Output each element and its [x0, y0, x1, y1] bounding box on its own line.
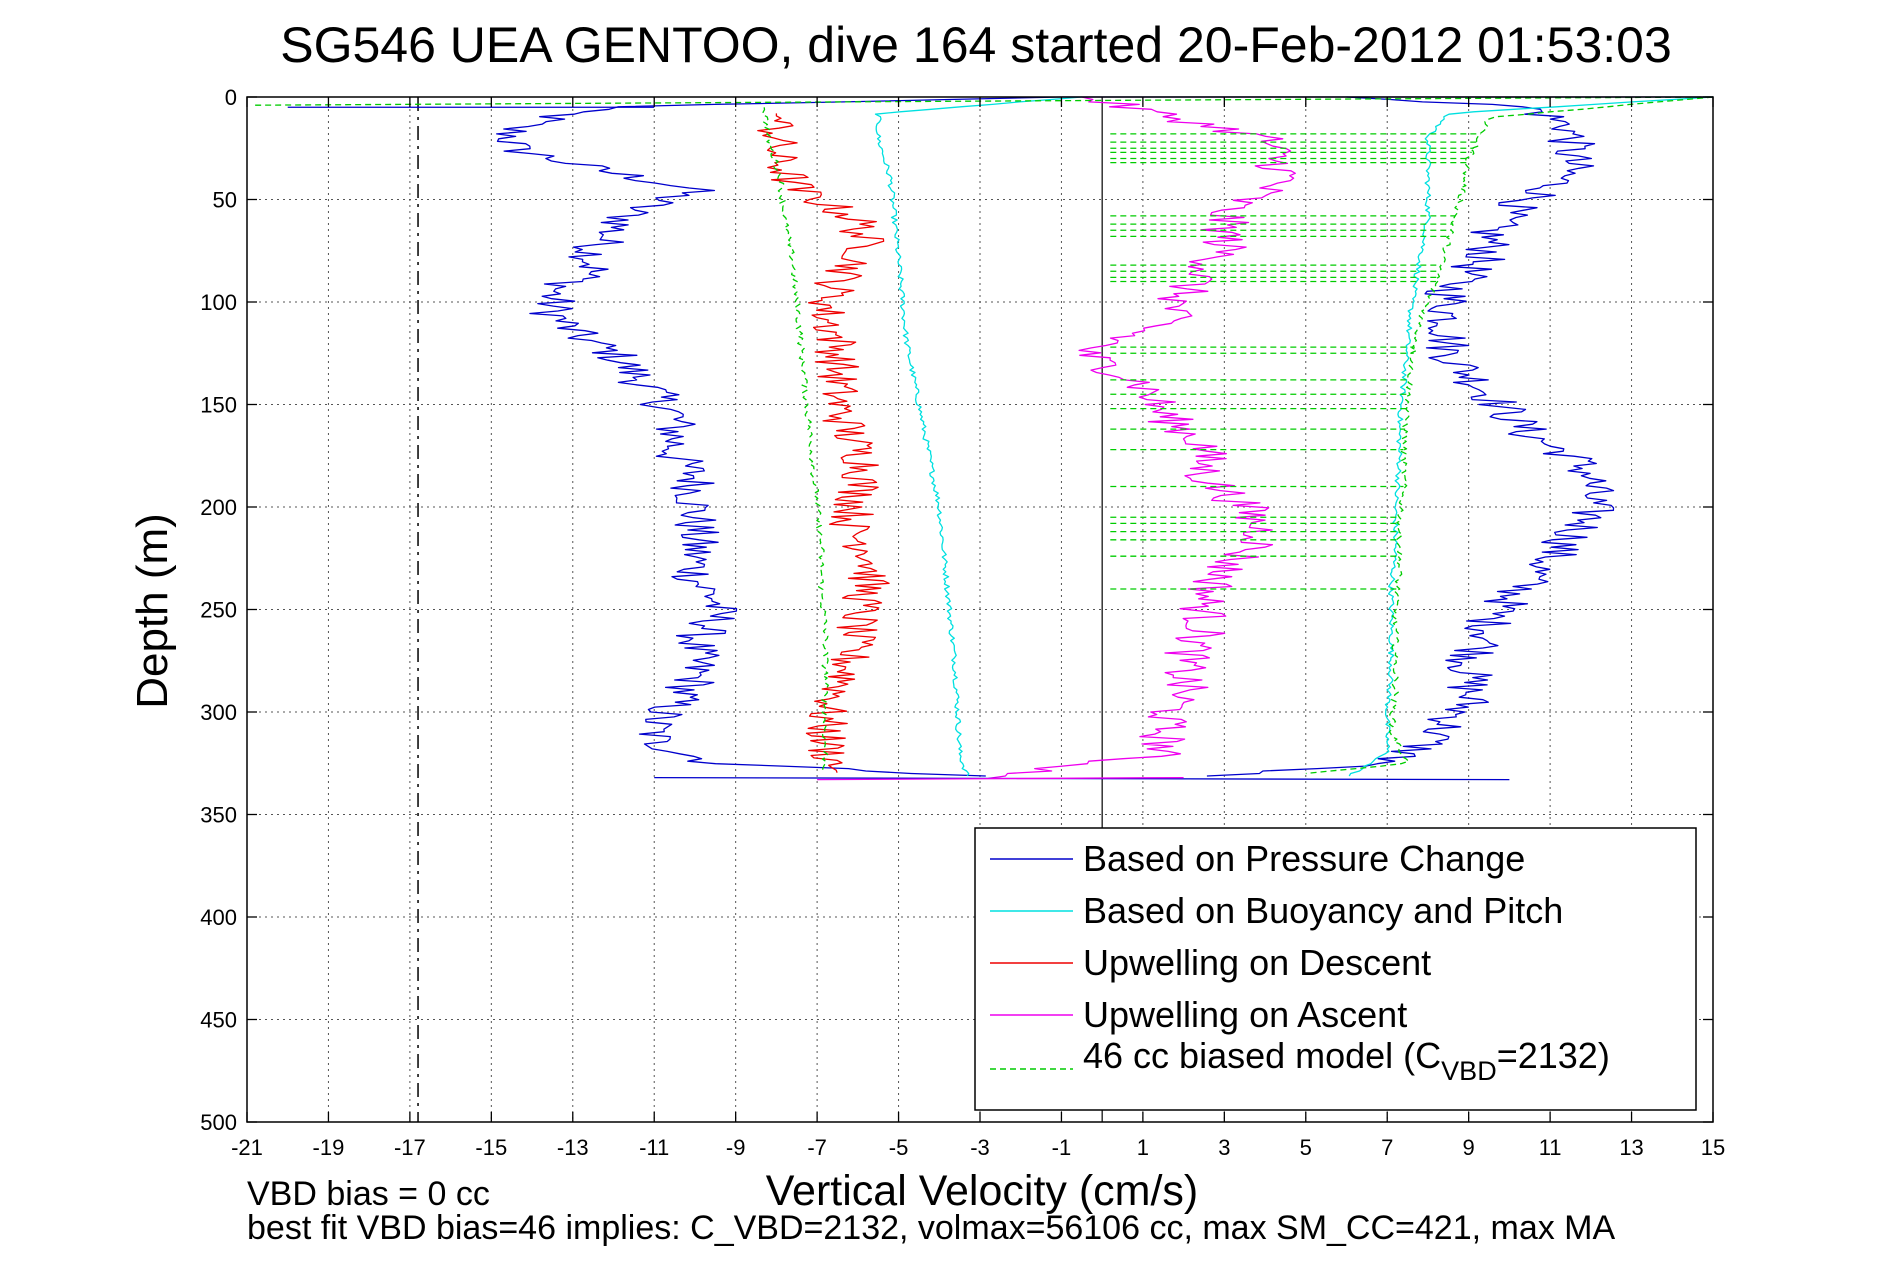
- y-tick-label: 450: [200, 1008, 237, 1033]
- series-1-descent-line: [874, 96, 1082, 777]
- x-tick-label: 3: [1218, 1135, 1230, 1160]
- y-axis-label: Depth (m): [128, 513, 177, 709]
- x-tick-label: -21: [231, 1135, 263, 1160]
- x-tick-label: -15: [475, 1135, 507, 1160]
- series-4-ascent-line: [1305, 96, 1714, 775]
- legend-entry-2: Upwelling on Descent: [1083, 942, 1431, 983]
- legend: Based on Pressure Change Based on Buoyanc…: [974, 827, 1697, 1111]
- y-tick-label: 0: [225, 85, 237, 110]
- series-3-ascent-line: [988, 96, 1296, 780]
- x-tick-label: -17: [394, 1135, 426, 1160]
- y-tick-label: 400: [200, 905, 237, 930]
- series-1-ascent-line: [1348, 96, 1714, 777]
- x-tick-label: 7: [1381, 1135, 1393, 1160]
- series-4-descent-line: [762, 107, 829, 772]
- x-tick-label: -19: [313, 1135, 345, 1160]
- y-tick-label: 200: [200, 495, 237, 520]
- series-0-descent-line: [496, 96, 1062, 777]
- series-2-descent-line: [757, 113, 890, 773]
- x-tick-label: -7: [807, 1135, 827, 1160]
- y-tick-label: 100: [200, 290, 237, 315]
- legend-entry-1: Based on Buoyancy and Pitch: [1083, 890, 1563, 931]
- y-tick-label: 150: [200, 393, 237, 418]
- x-tick-label: -11: [639, 1135, 669, 1160]
- vbd-bias-note: VBD bias = 0 cc: [247, 1175, 490, 1213]
- y-tick-label: 350: [200, 803, 237, 828]
- surface-model-segment: [255, 96, 1714, 106]
- plot-area: -21 -19 -17 -15 -13 -11 -9 -7 -5 -3 -1 1 3 5 7 9 11 13 150…: [200, 85, 1725, 1160]
- tick-marks: -21 -19 -17 -15 -13 -11 -9 -7 -5 -3 -1 1 3 5 7 9 11 13 150…: [200, 85, 1725, 1160]
- x-tick-label: 15: [1701, 1135, 1725, 1160]
- legend-box: [974, 827, 1697, 1111]
- y-tick-label: 50: [213, 188, 237, 213]
- chart-title: SG546 UEA GENTOO, dive 164 started 20-Fe…: [280, 17, 1672, 73]
- y-tick-label: 500: [200, 1110, 237, 1135]
- x-tick-label: -5: [889, 1135, 909, 1160]
- x-tick-label: -1: [1052, 1135, 1072, 1160]
- x-tick-label: 5: [1300, 1135, 1312, 1160]
- x-tick-label: -3: [970, 1135, 990, 1160]
- y-tick-label: 250: [200, 598, 237, 623]
- series-0-ascent-line: [1206, 96, 1615, 777]
- y-tick-label: 300: [200, 700, 237, 725]
- x-axis-label: Vertical Velocity (cm/s): [766, 1167, 1199, 1215]
- x-tick-label: 13: [1619, 1135, 1643, 1160]
- x-tick-label: -13: [557, 1135, 589, 1160]
- x-tick-label: 1: [1137, 1135, 1149, 1160]
- legend-entry-0: Based on Pressure Change: [1083, 838, 1525, 879]
- x-tick-label: 11: [1539, 1135, 1562, 1160]
- legend-entry-3: Upwelling on Ascent: [1083, 994, 1407, 1035]
- x-tick-label: -9: [726, 1135, 746, 1160]
- bottom-upwelling-segment: [817, 776, 1184, 781]
- best-fit-note: best fit VBD bias=46 implies: C_VBD=2132…: [247, 1209, 1616, 1247]
- x-tick-label: 9: [1463, 1135, 1475, 1160]
